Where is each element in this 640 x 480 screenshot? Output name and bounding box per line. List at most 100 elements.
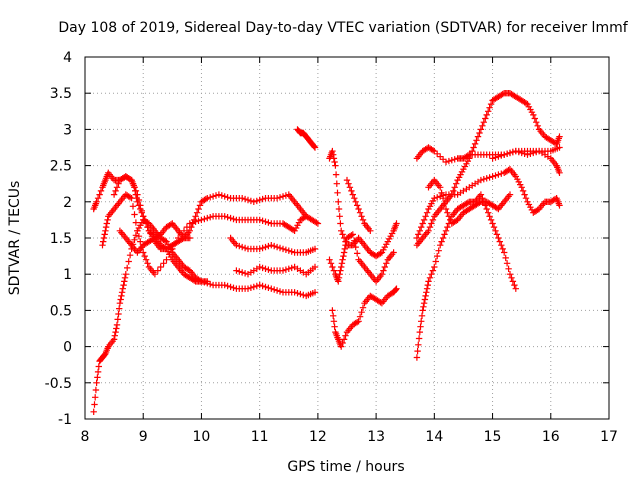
data-point — [464, 152, 471, 159]
data-point — [104, 216, 111, 224]
data-point — [519, 187, 527, 195]
data-point — [241, 195, 249, 203]
data-point — [137, 238, 144, 245]
data-point — [126, 252, 134, 259]
data-point — [506, 191, 514, 198]
data-point — [455, 174, 463, 181]
data-point — [340, 336, 348, 343]
data-point — [421, 296, 429, 303]
data-point — [142, 256, 150, 263]
data-point — [448, 157, 455, 164]
data-point — [191, 216, 198, 224]
data-point — [134, 227, 141, 234]
data-point — [244, 196, 252, 204]
data-point — [499, 90, 506, 98]
data-point — [441, 200, 448, 207]
data-point — [393, 285, 400, 292]
data-point — [132, 187, 140, 195]
data-point — [128, 176, 135, 184]
data-point — [393, 220, 400, 227]
data-point — [444, 209, 451, 216]
data-point — [439, 234, 447, 242]
data-point — [188, 223, 195, 231]
data-point — [487, 100, 495, 108]
data-point — [471, 140, 479, 148]
data-point — [342, 242, 349, 249]
data-point — [253, 197, 260, 205]
data-point — [492, 172, 499, 179]
data-point — [239, 195, 246, 202]
data-point — [218, 192, 225, 199]
data-point — [522, 195, 530, 202]
data-point — [163, 256, 170, 263]
data-point — [144, 260, 151, 267]
data-point — [511, 281, 518, 289]
data-point — [273, 195, 281, 202]
data-point — [506, 271, 514, 278]
data-point — [204, 214, 211, 222]
data-point — [479, 122, 486, 129]
data-point — [330, 312, 337, 319]
data-point — [340, 252, 347, 260]
data-point — [279, 267, 287, 274]
data-point — [432, 258, 439, 265]
y-tick-labels: -1 -0.5 0 0.5 1 1.5 2 2.5 3 3.5 4 — [45, 50, 72, 428]
data-point — [348, 232, 355, 239]
data-point — [486, 174, 493, 181]
data-point — [327, 260, 335, 267]
data-point — [434, 194, 441, 201]
data-point — [351, 237, 358, 244]
data-point — [502, 254, 509, 262]
data-point — [437, 184, 444, 191]
data-point — [338, 227, 345, 234]
data-point — [434, 150, 441, 157]
data-point — [339, 256, 346, 263]
y-tick-label: 2.5 — [50, 159, 72, 175]
x-tick-label: 8 — [81, 429, 90, 445]
data-point — [303, 213, 310, 220]
data-point — [239, 243, 246, 251]
data-point — [428, 271, 435, 278]
data-point — [352, 198, 359, 205]
data-point — [509, 148, 517, 156]
data-point — [424, 281, 431, 289]
data-point — [486, 213, 493, 220]
y-tick-label: 1.5 — [50, 231, 72, 247]
data-point — [262, 243, 269, 251]
data-point — [193, 209, 201, 216]
data-point — [498, 242, 505, 249]
x-tick-label: 9 — [139, 429, 148, 445]
data-point — [444, 223, 451, 231]
data-point — [186, 227, 193, 234]
data-point — [451, 184, 458, 191]
data-point — [233, 242, 240, 249]
data-point — [435, 247, 442, 254]
data-point — [91, 401, 98, 408]
data-point — [288, 248, 295, 255]
data-point — [477, 126, 485, 133]
y-tick-label: 1 — [63, 267, 72, 283]
data-point — [346, 184, 354, 191]
data-point — [256, 263, 263, 271]
data-point — [490, 223, 498, 231]
y-tick-label: 0 — [63, 340, 72, 356]
data-point — [96, 191, 103, 198]
y-tick-label: -1 — [58, 412, 72, 428]
data-point — [116, 305, 123, 312]
data-point — [420, 216, 428, 224]
data-point — [157, 263, 164, 271]
data-point — [505, 166, 512, 174]
x-tick-label: 12 — [309, 429, 327, 445]
data-point — [533, 119, 540, 126]
data-point — [192, 213, 199, 220]
data-point — [442, 227, 450, 234]
data-point — [132, 232, 140, 239]
data-point — [509, 278, 517, 285]
data-point — [503, 260, 511, 267]
y-tick-label: -0.5 — [45, 376, 72, 392]
data-point — [442, 205, 450, 213]
data-point — [429, 267, 437, 274]
data-point — [129, 180, 137, 187]
data-point — [332, 171, 340, 178]
data-point — [489, 155, 496, 162]
